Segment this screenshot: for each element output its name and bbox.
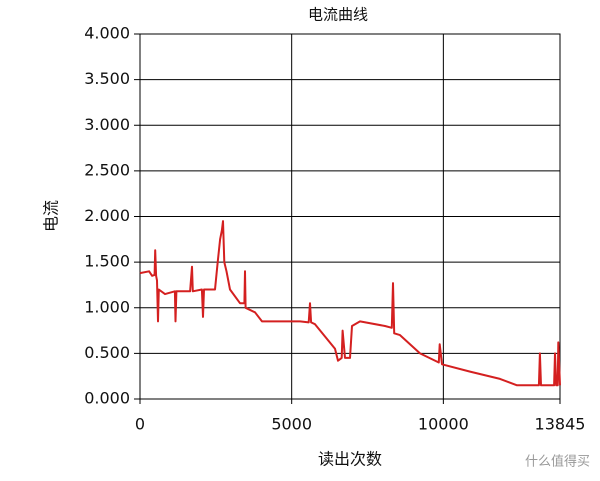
x-tick-label: 13845 bbox=[535, 415, 586, 434]
plot-area: 0.000 0.500 1.000 1.500 2.000 2.500 3.000 3.500… bbox=[84, 24, 585, 434]
y-tick-label: 3.000 bbox=[84, 115, 130, 134]
current-line bbox=[139, 220, 561, 387]
y-tick-label: 0.500 bbox=[84, 343, 130, 362]
y-tick-label: 0.000 bbox=[84, 389, 130, 408]
y-tick-label: 1.500 bbox=[84, 252, 130, 271]
y-tick-label: 2.500 bbox=[84, 160, 130, 179]
x-tick-label: 5000 bbox=[271, 415, 312, 434]
x-tick-label: 0 bbox=[135, 415, 145, 434]
y-tick-label: 4.000 bbox=[84, 24, 130, 43]
y-axis-label: 电流 bbox=[42, 200, 61, 232]
x-axis-label: 读出次数 bbox=[318, 450, 382, 469]
x-tick-label: 10000 bbox=[418, 415, 469, 434]
chart-title: 电流曲线 bbox=[308, 6, 368, 24]
y-tick-label: 2.000 bbox=[84, 206, 130, 225]
y-tick-label: 1.000 bbox=[84, 297, 130, 316]
y-tick-label: 3.500 bbox=[84, 69, 130, 88]
watermark: 什么值得买 bbox=[525, 454, 590, 470]
